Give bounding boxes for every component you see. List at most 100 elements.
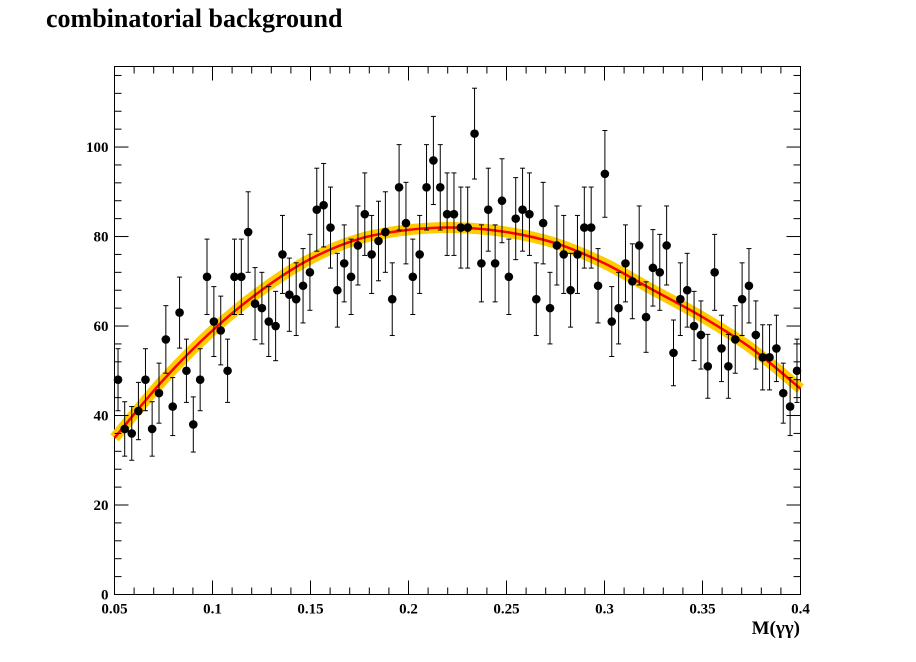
data-marker: [278, 250, 287, 259]
data-marker: [141, 375, 150, 385]
data-point: [278, 214, 287, 294]
data-marker: [271, 321, 280, 331]
x-tick-label: 0.25: [493, 602, 519, 618]
data-marker: [785, 402, 795, 411]
data-point: [435, 144, 445, 231]
x-tick-label: 0.4: [791, 602, 810, 618]
data-point: [463, 186, 472, 269]
data-marker: [614, 303, 623, 313]
data-point: [621, 224, 630, 303]
data-point: [778, 362, 788, 424]
x-tick-label: 0.3: [595, 602, 614, 618]
data-marker: [628, 276, 637, 286]
y-tick-label: 60: [94, 319, 109, 335]
data-point: [223, 338, 232, 403]
data-marker: [188, 420, 198, 429]
data-marker: [648, 263, 658, 273]
data-marker: [333, 285, 342, 295]
data-point: [394, 144, 404, 231]
data-point: [312, 167, 322, 252]
data-point: [552, 205, 562, 286]
data-marker: [662, 241, 671, 250]
data-point: [758, 324, 767, 391]
data-point: [195, 348, 205, 412]
data-marker: [394, 183, 404, 192]
x-axis-label: M(γγ): [751, 618, 800, 639]
data-point: [120, 401, 129, 457]
data-marker: [470, 129, 479, 138]
data-point: [497, 158, 507, 244]
data-marker: [195, 375, 205, 385]
data-point: [600, 130, 610, 218]
data-marker: [518, 205, 527, 214]
x-tick-label: 0.2: [399, 602, 418, 618]
data-point: [634, 205, 644, 286]
data-point: [641, 281, 651, 353]
data-point: [655, 233, 665, 311]
data-marker: [381, 227, 390, 237]
data-point: [230, 238, 239, 316]
data-point: [285, 257, 294, 332]
data-point: [305, 233, 315, 311]
data-point: [237, 238, 246, 316]
data-marker: [580, 223, 589, 232]
data-marker: [147, 424, 157, 434]
data-point: [257, 271, 267, 345]
data-marker: [758, 353, 767, 362]
data-marker: [593, 281, 603, 291]
data-marker: [724, 361, 733, 371]
data-marker: [689, 321, 699, 331]
data-point: [387, 262, 397, 337]
data-marker: [353, 241, 363, 250]
data-point: [250, 267, 260, 341]
data-point: [559, 214, 569, 294]
data-point: [483, 167, 493, 252]
data-point: [353, 205, 363, 286]
data-point: [360, 172, 370, 256]
data-marker: [655, 268, 665, 277]
data-point: [298, 248, 308, 324]
data-point: [648, 229, 658, 307]
data-point: [319, 162, 328, 248]
data-marker: [120, 424, 129, 434]
data-point: [168, 377, 178, 437]
data-point: [175, 276, 184, 349]
data-marker: [223, 366, 232, 376]
data-point: [271, 290, 280, 362]
data-marker: [772, 344, 781, 353]
data-marker: [559, 250, 569, 259]
data-marker: [641, 312, 651, 322]
data-marker: [250, 299, 260, 308]
data-points: [113, 87, 802, 461]
data-point: [628, 243, 637, 320]
data-marker: [127, 429, 137, 438]
data-marker: [682, 285, 692, 295]
x-tick-label: 0.1: [203, 602, 222, 618]
data-marker: [730, 335, 740, 344]
data-point: [442, 172, 452, 256]
frame: [114, 66, 801, 595]
data-marker: [525, 209, 534, 219]
y-tick-label: 80: [94, 230, 109, 246]
data-marker: [182, 366, 191, 376]
data-point: [751, 300, 761, 370]
data-marker: [710, 268, 719, 277]
data-marker: [669, 348, 678, 358]
data-marker: [319, 200, 328, 210]
data-point: [518, 167, 527, 252]
data-marker: [230, 272, 239, 282]
data-marker: [298, 281, 308, 291]
data-point: [593, 248, 603, 324]
data-marker: [449, 209, 459, 219]
data-marker: [360, 209, 370, 219]
data-marker: [703, 361, 713, 371]
data-point: [401, 181, 411, 265]
data-marker: [374, 236, 383, 246]
data-marker: [463, 223, 472, 232]
data-marker: [154, 388, 164, 398]
y-tick-label: 20: [94, 498, 109, 514]
data-point: [545, 271, 555, 345]
data-point: [456, 186, 466, 269]
data-point: [333, 252, 342, 328]
x-tick-label: 0.35: [689, 602, 715, 618]
